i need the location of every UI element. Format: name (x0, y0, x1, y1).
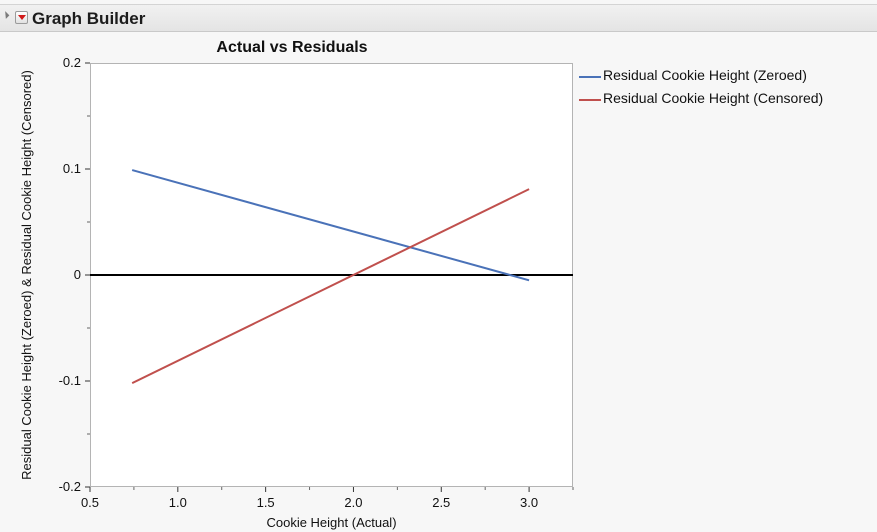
x-tick-label: 1.0 (169, 495, 187, 510)
y-tick-label: 0 (74, 267, 81, 282)
series-line-zeroed[interactable] (131, 169, 530, 282)
y-tick-label: 0.1 (63, 161, 81, 176)
legend-label-censored: Residual Cookie Height (Censored) (603, 90, 824, 106)
red-triangle-menu-icon[interactable] (15, 11, 28, 24)
y-tick-label: -0.1 (59, 373, 81, 388)
legend-line-zeroed (579, 76, 601, 78)
x-tick-label: 0.5 (81, 495, 99, 510)
x-tick-label: 2.0 (344, 495, 362, 510)
y-axis-label-container: Residual Cookie Height (Zeroed) & Residu… (1, 63, 53, 487)
y-axis-label: Residual Cookie Height (Zeroed) & Residu… (19, 70, 34, 480)
chart-title: Actual vs Residuals (216, 39, 368, 56)
legend-item-zeroed[interactable]: Residual Cookie Height (Zeroed) (576, 67, 866, 90)
y-tick-label: 0.2 (63, 55, 81, 70)
x-tick-label: 3.0 (520, 495, 538, 510)
graph-builder-title: Graph Builder (32, 9, 146, 28)
graph-builder-header: Graph Builder (0, 4, 877, 32)
y-tick-label: -0.2 (59, 479, 81, 494)
legend-item-censored[interactable]: Residual Cookie Height (Censored) (576, 90, 866, 113)
legend-label-zeroed: Residual Cookie Height (Zeroed) (603, 67, 807, 83)
legend-line-censored (579, 99, 601, 101)
x-axis-label: Cookie Height (Actual) (266, 515, 397, 530)
x-tick-label: 2.5 (432, 495, 450, 510)
legend: Residual Cookie Height (Zeroed) Residual… (576, 67, 866, 113)
x-tick-label: 1.5 (257, 495, 275, 510)
series-line-censored[interactable] (131, 188, 530, 385)
